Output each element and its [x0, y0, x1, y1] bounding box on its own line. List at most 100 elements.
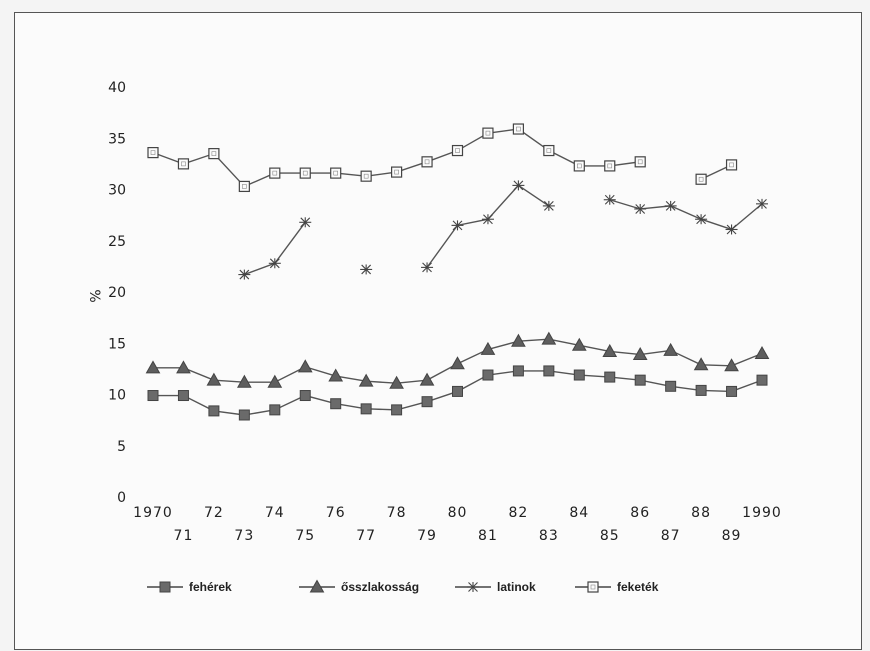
data-point	[267, 374, 283, 388]
y-axis-ticks: 0 5 10 15 20 25 30 35 40	[108, 80, 126, 506]
data-point	[330, 167, 342, 179]
x-tick-label: 89	[722, 528, 742, 544]
data-point	[571, 337, 587, 351]
x-tick-label: 1990	[742, 505, 782, 521]
data-point	[695, 173, 707, 185]
legend-label: latinok	[497, 580, 536, 594]
legend-marker	[309, 579, 325, 593]
x-tick-label: 87	[661, 528, 681, 544]
data-point	[391, 166, 403, 178]
data-point	[724, 358, 739, 372]
data-point	[238, 409, 250, 421]
data-point	[602, 343, 618, 357]
data-point	[542, 200, 555, 211]
legend-item: fehérek	[147, 580, 232, 594]
data-point	[145, 360, 161, 374]
y-tick-label: 40	[108, 80, 126, 96]
data-point	[238, 269, 251, 280]
y-tick-label: 5	[117, 439, 126, 455]
data-point	[419, 372, 435, 386]
data-point	[573, 369, 585, 381]
data-point	[238, 180, 250, 193]
data-point	[663, 342, 679, 356]
data-point	[754, 345, 770, 359]
x-tick-label: 78	[387, 505, 407, 521]
data-point	[665, 380, 677, 392]
data-point	[328, 368, 344, 382]
y-tick-label: 30	[108, 183, 126, 199]
series-line	[609, 199, 763, 231]
data-point	[450, 356, 465, 370]
y-tick-label: 35	[108, 131, 126, 147]
data-point	[360, 264, 373, 275]
data-point	[421, 396, 433, 408]
data-point	[756, 374, 768, 386]
x-tick-label: 79	[417, 528, 437, 544]
x-tick-label: 83	[539, 528, 559, 544]
data-point	[208, 405, 220, 417]
data-point	[695, 214, 708, 225]
data-point	[421, 262, 434, 273]
series-line	[152, 128, 641, 188]
x-tick-label: 85	[600, 528, 620, 544]
data-point	[360, 170, 372, 182]
data-point	[604, 371, 616, 383]
data-point	[360, 403, 372, 415]
x-tick-label: 72	[204, 505, 224, 521]
x-tick-label: 88	[691, 505, 711, 521]
data-point	[634, 374, 646, 386]
data-point	[208, 148, 220, 160]
data-point	[664, 200, 677, 211]
data-point	[511, 333, 526, 347]
x-tick-label: 71	[174, 528, 194, 544]
data-point	[693, 357, 709, 371]
data-point	[299, 390, 311, 402]
data-point	[206, 372, 222, 386]
x-tick-label: 81	[478, 528, 498, 544]
chart-frame	[14, 12, 862, 650]
data-point	[543, 144, 555, 157]
data-point	[297, 359, 313, 373]
data-point	[512, 123, 525, 135]
data-point	[389, 375, 404, 389]
legend: fehérek ősszlakosság latinok feketék	[147, 579, 659, 594]
legend-label: feketék	[617, 580, 659, 594]
data-point	[147, 390, 159, 402]
legend-item: feketék	[575, 580, 659, 594]
x-tick-label: 73	[234, 528, 254, 544]
data-point	[147, 147, 159, 159]
y-axis-label: %	[86, 289, 102, 302]
data-point	[358, 373, 374, 387]
legend-label: fehérek	[189, 580, 232, 594]
x-tick-label: 74	[265, 505, 285, 521]
data-point	[756, 198, 768, 209]
data-point	[391, 404, 403, 416]
data-point	[482, 127, 494, 139]
data-point	[541, 331, 557, 345]
legend-item: latinok	[455, 580, 536, 594]
x-tick-label: 76	[326, 505, 346, 521]
x-tick-label: 84	[569, 505, 589, 521]
data-point	[512, 180, 525, 191]
y-tick-label: 20	[108, 285, 126, 301]
data-point	[451, 144, 464, 157]
legend-label: ősszlakosság	[341, 580, 419, 594]
data-point	[451, 220, 464, 231]
x-tick-label: 1970	[133, 505, 173, 521]
y-tick-label: 25	[108, 234, 126, 250]
x-tick-label: 82	[508, 505, 528, 521]
data-point	[543, 365, 555, 377]
y-tick-label: 0	[117, 490, 126, 506]
data-point	[604, 160, 616, 172]
y-tick-label: 15	[108, 336, 126, 352]
data-point	[632, 347, 648, 361]
data-point	[299, 167, 311, 179]
x-tick-label: 77	[356, 528, 376, 544]
data-point	[725, 159, 738, 171]
data-point	[634, 156, 646, 168]
legend-marker	[467, 582, 479, 592]
data-point	[480, 341, 496, 355]
data-point	[725, 224, 738, 235]
data-point	[177, 390, 189, 402]
